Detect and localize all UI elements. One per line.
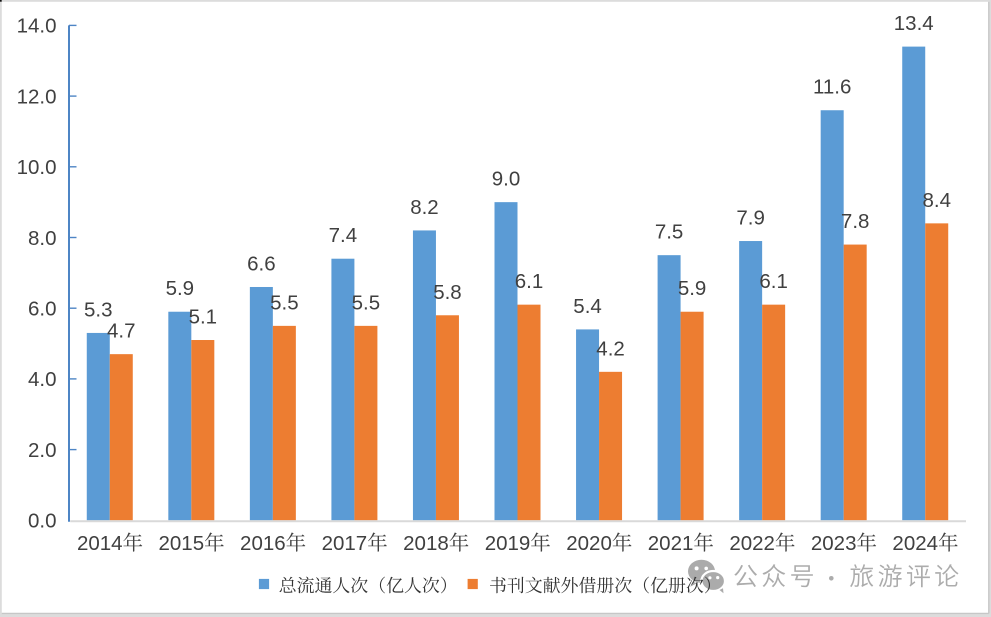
svg-text:5.4: 5.4	[573, 295, 602, 318]
svg-text:2021: 2021	[648, 532, 694, 555]
svg-text:5.1: 5.1	[189, 306, 218, 329]
svg-text:4.7: 4.7	[107, 320, 136, 343]
svg-text:2020: 2020	[566, 532, 612, 555]
svg-text:6.1: 6.1	[515, 270, 544, 293]
svg-text:9.0: 9.0	[492, 168, 521, 191]
svg-text:2018: 2018	[403, 532, 449, 555]
svg-text:12.0: 12.0	[17, 85, 57, 108]
svg-text:14.0: 14.0	[17, 15, 57, 38]
svg-text:2024: 2024	[892, 532, 938, 555]
svg-text:7.5: 7.5	[655, 221, 684, 244]
svg-text:0.0: 0.0	[28, 510, 57, 533]
svg-text:2015: 2015	[159, 532, 205, 555]
svg-text:13.4: 13.4	[894, 12, 934, 35]
svg-text:5.9: 5.9	[166, 277, 195, 300]
svg-text:5.8: 5.8	[433, 281, 462, 304]
svg-text:5.3: 5.3	[84, 298, 113, 321]
svg-text:4.2: 4.2	[596, 337, 625, 360]
svg-text:6.0: 6.0	[28, 298, 57, 321]
svg-text:8.2: 8.2	[410, 196, 439, 219]
svg-text:7.8: 7.8	[841, 210, 870, 233]
svg-text:6.1: 6.1	[759, 270, 788, 293]
svg-text:2023: 2023	[811, 532, 857, 555]
svg-text:7.4: 7.4	[329, 224, 358, 247]
svg-text:8.4: 8.4	[922, 189, 951, 212]
svg-text:2016: 2016	[240, 532, 286, 555]
svg-text:10.0: 10.0	[17, 156, 57, 179]
svg-text:6.6: 6.6	[247, 252, 276, 275]
svg-text:5.9: 5.9	[678, 277, 707, 300]
svg-text:5.5: 5.5	[352, 291, 381, 314]
svg-text:2017: 2017	[322, 532, 368, 555]
svg-text:5.5: 5.5	[270, 291, 299, 314]
svg-text:2022: 2022	[729, 532, 775, 555]
svg-text:2014: 2014	[77, 532, 123, 555]
svg-text:7.9: 7.9	[736, 207, 765, 230]
svg-text:8.0: 8.0	[28, 227, 57, 250]
svg-text:2.0: 2.0	[28, 439, 57, 462]
svg-text:11.6: 11.6	[813, 76, 851, 99]
svg-text:2019: 2019	[485, 532, 531, 555]
svg-text:4.0: 4.0	[28, 368, 57, 391]
